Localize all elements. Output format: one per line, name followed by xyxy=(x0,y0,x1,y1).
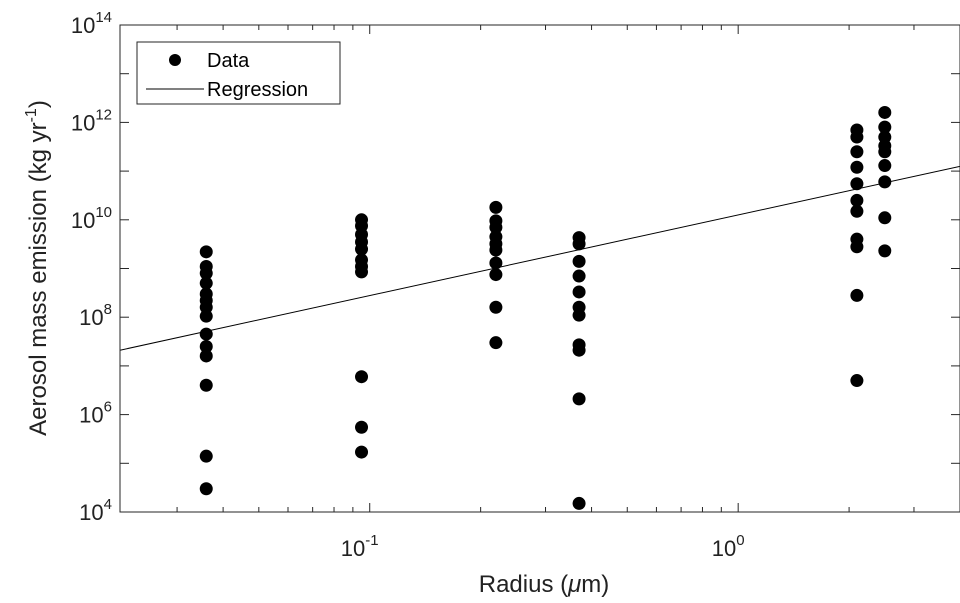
data-point xyxy=(199,327,213,341)
y-tick-label: 106 xyxy=(79,399,112,428)
y-tick-label: 1014 xyxy=(71,9,112,38)
plot-frame xyxy=(119,24,960,513)
data-point xyxy=(199,266,213,280)
data-point xyxy=(572,254,586,268)
data-point xyxy=(850,177,864,191)
regression-layer xyxy=(119,165,960,351)
data-point xyxy=(489,256,503,270)
data-point xyxy=(489,268,503,282)
data-point xyxy=(572,269,586,283)
data-point xyxy=(489,243,503,257)
plot-background xyxy=(120,25,960,512)
data-point xyxy=(878,145,892,159)
y-tick-label: 108 xyxy=(79,301,112,330)
data-point xyxy=(850,240,864,254)
legend-box xyxy=(136,41,341,105)
data-point xyxy=(199,340,213,354)
x-tick-label: 100 xyxy=(712,532,745,561)
data-point xyxy=(489,200,503,214)
data-point xyxy=(878,244,892,258)
data-point xyxy=(850,130,864,144)
data-point xyxy=(572,496,586,510)
data-point xyxy=(199,309,213,323)
data-point xyxy=(355,265,369,279)
data-points-layer xyxy=(199,105,892,510)
legend: Data Regression xyxy=(136,41,341,105)
x-axis-ticks: 10-1 100 xyxy=(176,25,960,561)
y-tick-label: 1010 xyxy=(71,204,112,233)
data-point xyxy=(199,349,213,363)
data-point xyxy=(878,159,892,173)
legend-data-label: Data xyxy=(207,50,250,72)
data-point xyxy=(878,120,892,134)
x-axis-title: Radius (μm) xyxy=(479,571,610,598)
data-point xyxy=(878,105,892,119)
data-point xyxy=(878,211,892,225)
data-point xyxy=(199,300,213,314)
data-point xyxy=(355,242,369,256)
data-point xyxy=(199,276,213,290)
data-point xyxy=(489,300,503,314)
data-point xyxy=(850,288,864,302)
regression-line xyxy=(119,165,960,351)
data-point xyxy=(572,308,586,322)
legend-regression-label: Regression xyxy=(207,79,308,101)
data-point xyxy=(199,449,213,463)
data-point xyxy=(850,204,864,218)
data-point xyxy=(489,220,503,234)
data-point xyxy=(572,392,586,406)
data-point xyxy=(355,420,369,434)
y-tick-label: 104 xyxy=(79,496,112,525)
data-point xyxy=(850,374,864,388)
y-axis-ticks: 104 106 108 1010 1012 1014 xyxy=(71,9,960,525)
data-point xyxy=(199,245,213,259)
data-point xyxy=(572,343,586,357)
data-point xyxy=(572,285,586,299)
data-point xyxy=(199,378,213,392)
data-point xyxy=(850,160,864,174)
data-point xyxy=(355,370,369,384)
data-point xyxy=(355,445,369,459)
legend-data-marker xyxy=(169,54,181,66)
data-point xyxy=(489,336,503,350)
x-tick-label: 10-1 xyxy=(341,532,379,561)
data-point xyxy=(850,193,864,207)
data-point xyxy=(850,145,864,159)
data-point xyxy=(878,175,892,189)
y-axis-title: Aerosol mass emission (kg yr-1) xyxy=(23,100,52,436)
data-point xyxy=(199,482,213,496)
y-tick-label: 1012 xyxy=(71,106,112,135)
data-point xyxy=(572,237,586,251)
